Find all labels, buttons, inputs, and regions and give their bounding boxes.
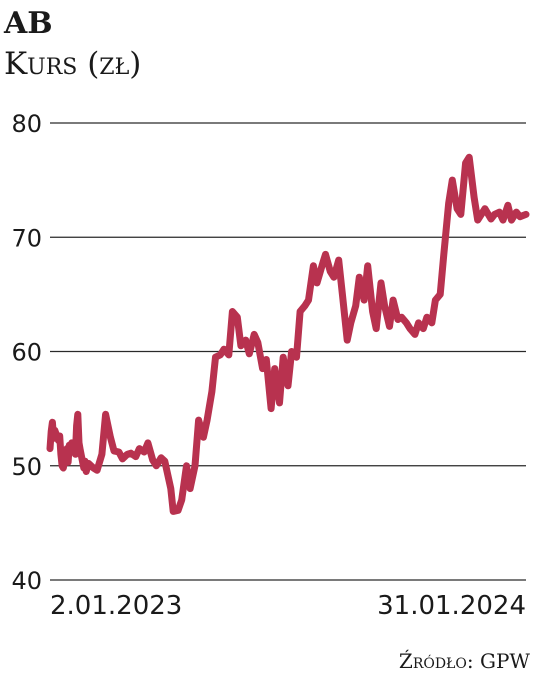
- series-layer: [46, 153, 530, 515]
- y-tick-label: 40: [11, 567, 42, 595]
- y-tick-label: 50: [11, 453, 42, 481]
- source-label: Źródło: GPW: [399, 649, 531, 673]
- series-line-0: [46, 153, 530, 515]
- x-tick-end: 31.01.2024: [377, 591, 526, 621]
- y-tick-label: 60: [11, 339, 42, 367]
- y-tick-label: 80: [11, 110, 42, 138]
- chart-title: AB: [3, 6, 53, 41]
- y-axis-ticks: 40 50 60 70 80: [11, 110, 42, 595]
- y-tick-label: 70: [11, 224, 42, 252]
- chart-subtitle: Kurs (zł): [4, 46, 141, 82]
- x-tick-start: 2.01.2023: [50, 591, 182, 621]
